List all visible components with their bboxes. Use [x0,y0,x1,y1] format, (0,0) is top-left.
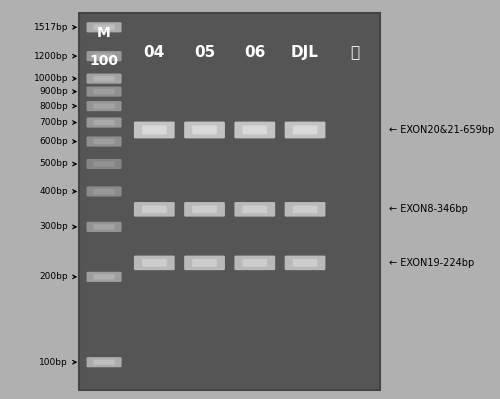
FancyBboxPatch shape [94,103,114,109]
FancyBboxPatch shape [292,259,318,267]
FancyBboxPatch shape [86,87,122,97]
FancyBboxPatch shape [284,256,326,270]
FancyBboxPatch shape [142,205,167,213]
FancyBboxPatch shape [94,25,114,30]
Text: DJL: DJL [291,45,319,60]
FancyBboxPatch shape [134,256,174,270]
FancyBboxPatch shape [192,126,217,134]
FancyBboxPatch shape [134,202,174,217]
FancyBboxPatch shape [94,120,114,125]
FancyBboxPatch shape [94,89,114,94]
FancyBboxPatch shape [94,53,114,59]
Text: 1517bp: 1517bp [34,23,76,32]
Text: ← EXON8-346bp: ← EXON8-346bp [389,204,468,214]
FancyBboxPatch shape [242,205,267,213]
FancyBboxPatch shape [86,101,122,111]
Text: M: M [97,26,111,40]
FancyBboxPatch shape [94,76,114,81]
FancyBboxPatch shape [94,139,114,144]
FancyBboxPatch shape [184,202,225,217]
FancyBboxPatch shape [242,126,267,134]
Text: 1000bp: 1000bp [34,74,76,83]
Text: 500bp: 500bp [40,160,76,168]
FancyBboxPatch shape [234,202,275,217]
FancyBboxPatch shape [192,259,217,267]
FancyBboxPatch shape [142,259,167,267]
FancyBboxPatch shape [86,222,122,232]
FancyBboxPatch shape [94,161,114,167]
FancyBboxPatch shape [86,159,122,169]
FancyBboxPatch shape [86,357,122,367]
FancyBboxPatch shape [284,122,326,138]
Text: 100: 100 [90,54,118,68]
FancyBboxPatch shape [242,259,267,267]
FancyBboxPatch shape [86,186,122,197]
FancyBboxPatch shape [86,73,122,84]
FancyBboxPatch shape [284,202,326,217]
FancyBboxPatch shape [292,205,318,213]
FancyBboxPatch shape [134,122,174,138]
Text: 800bp: 800bp [40,102,76,111]
FancyBboxPatch shape [184,122,225,138]
Text: 100bp: 100bp [40,358,76,367]
FancyBboxPatch shape [142,126,167,134]
FancyBboxPatch shape [234,256,275,270]
FancyBboxPatch shape [94,189,114,194]
FancyBboxPatch shape [86,117,122,128]
FancyBboxPatch shape [292,126,318,134]
FancyBboxPatch shape [192,205,217,213]
FancyBboxPatch shape [86,51,122,61]
Text: 700bp: 700bp [40,118,76,127]
Text: 06: 06 [244,45,266,60]
FancyBboxPatch shape [94,274,114,280]
Text: ← EXON19-224bp: ← EXON19-224bp [389,258,474,268]
Text: 600bp: 600bp [40,137,76,146]
FancyBboxPatch shape [86,272,122,282]
Text: 300bp: 300bp [40,222,76,231]
FancyBboxPatch shape [94,224,114,230]
FancyBboxPatch shape [184,256,225,270]
FancyBboxPatch shape [234,122,275,138]
Text: 200bp: 200bp [40,273,76,281]
Text: 04: 04 [144,45,165,60]
Text: 900bp: 900bp [40,87,76,96]
Text: 05: 05 [194,45,215,60]
Bar [79,13,380,390]
Text: 400bp: 400bp [40,187,76,196]
FancyBboxPatch shape [86,136,122,146]
FancyBboxPatch shape [86,22,122,32]
FancyBboxPatch shape [94,359,114,365]
Text: ← EXON20&21-659bp: ← EXON20&21-659bp [389,125,494,135]
Text: 1200bp: 1200bp [34,52,76,61]
Text: 空: 空 [350,45,360,60]
